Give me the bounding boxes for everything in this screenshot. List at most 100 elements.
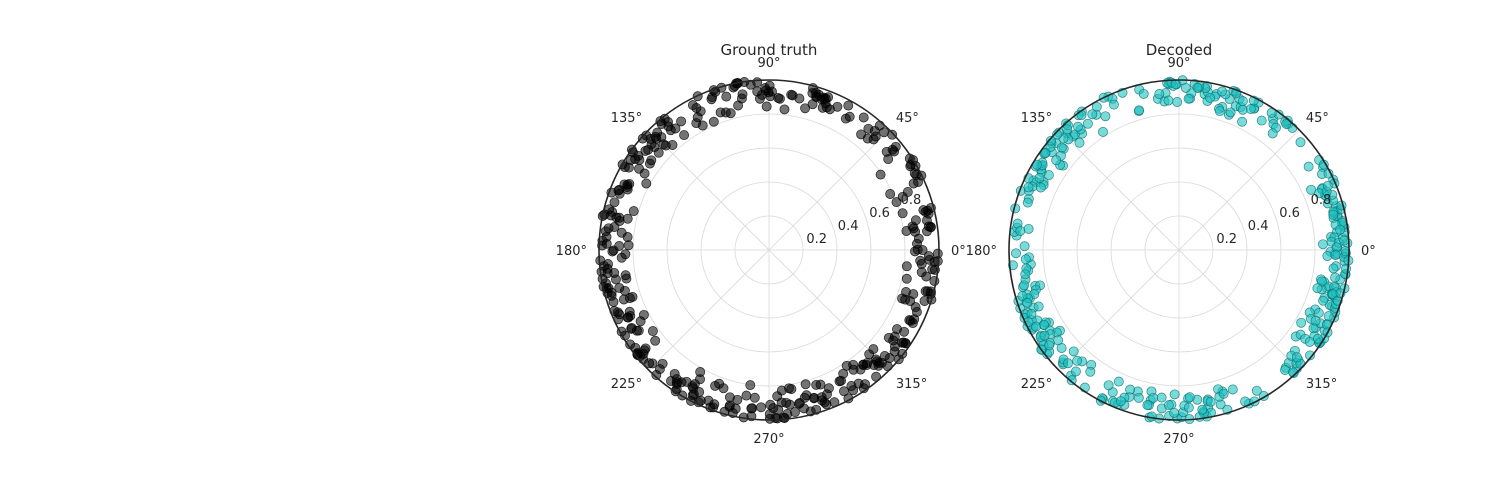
scatter-point — [1023, 182, 1034, 193]
scatter-point — [732, 394, 743, 405]
scatter-point — [1074, 137, 1085, 148]
scatter-point — [809, 393, 819, 404]
scatter-point — [624, 178, 635, 189]
scatter-point — [1310, 315, 1321, 326]
scatter-point — [1040, 148, 1051, 159]
angle-tick-label: 135° — [1021, 111, 1052, 126]
scatter-point — [697, 120, 708, 131]
scatter-point — [1082, 118, 1093, 129]
scatter-point — [1108, 99, 1119, 110]
scatter-point — [633, 325, 644, 336]
polar-grid — [1009, 80, 1349, 420]
scatter-point — [620, 270, 631, 281]
scatter-point — [1068, 346, 1079, 357]
scatter-point — [901, 273, 912, 284]
scatter-point — [1172, 97, 1183, 107]
scatter-point — [1051, 155, 1062, 166]
scatter-point — [860, 379, 870, 390]
scatter-point — [1296, 317, 1307, 328]
scatter-point — [663, 116, 673, 127]
scatter-point — [911, 307, 922, 317]
scatter-point — [1227, 384, 1238, 395]
polar-frame — [1008, 79, 1350, 421]
angle-tick-label: 45° — [896, 111, 919, 126]
scatter-point — [666, 376, 676, 386]
radius-tick-label: 0.6 — [869, 206, 890, 221]
scatter-point — [1205, 92, 1216, 103]
scatter-point — [639, 168, 650, 179]
scatter-point — [1317, 276, 1327, 287]
scatter-point — [1063, 358, 1073, 369]
scatter-point — [754, 93, 765, 104]
scatter-point — [786, 384, 797, 394]
scatter-point — [1205, 396, 1216, 407]
scatter-point — [1305, 350, 1315, 361]
scatter-point — [1237, 116, 1248, 127]
scatter-point — [1183, 93, 1194, 104]
scatter-point — [786, 89, 797, 100]
scatter-point — [709, 399, 720, 410]
radius-tick-label: 0.8 — [901, 193, 922, 208]
scatter-point — [1100, 111, 1111, 122]
scatter-point — [885, 189, 896, 199]
angle-tick-label: 135° — [611, 111, 642, 126]
scatter-point — [863, 123, 874, 134]
grid-spoke — [768, 129, 890, 251]
scatter-point — [720, 107, 731, 118]
scatter-point — [1015, 225, 1026, 236]
angle-tick-label: 315° — [1306, 377, 1337, 392]
scatter-point — [776, 385, 787, 396]
scatter-point — [779, 104, 790, 115]
scatter-point — [733, 100, 744, 111]
scatter-point — [1322, 251, 1333, 261]
scatter-point — [843, 100, 854, 111]
scatter-point — [637, 133, 648, 144]
radius-tick-label: 0.4 — [838, 219, 859, 234]
scatter-point — [1312, 333, 1323, 344]
scatter-point — [1019, 280, 1030, 291]
scatter-point — [1076, 110, 1087, 121]
scatter-point — [1044, 340, 1055, 351]
scatter-point — [1072, 355, 1083, 366]
angle-tick-label: 315° — [896, 377, 927, 392]
scatter-point — [811, 379, 822, 390]
scatter-point — [752, 77, 763, 88]
scatter-point — [745, 380, 756, 391]
scatter-point — [1087, 109, 1098, 120]
scatter-point — [681, 376, 692, 387]
scatter-point — [1251, 385, 1262, 396]
grid-spoke — [1178, 129, 1300, 251]
scatter-point — [1163, 95, 1174, 106]
scatter-point — [1039, 330, 1050, 341]
scatter-point — [1280, 365, 1290, 375]
scatter-point — [643, 144, 654, 155]
scatter-point — [884, 353, 895, 364]
scatter-point — [1197, 404, 1208, 415]
scatter-point — [883, 332, 894, 343]
angle-tick-label: 90° — [1167, 56, 1190, 71]
scatter-point — [761, 101, 772, 112]
scatter-point — [1125, 384, 1136, 395]
scatter-point — [899, 326, 910, 337]
scatter-point — [917, 245, 928, 256]
scatter-point — [848, 359, 859, 370]
scatter-point — [1017, 291, 1028, 301]
scatter-point — [1330, 250, 1341, 260]
scatter-point — [652, 127, 663, 138]
grid-spoke — [1058, 249, 1180, 371]
scatter-point — [718, 383, 729, 394]
polar-grid — [599, 80, 939, 420]
scatter-point — [658, 139, 669, 150]
scatter-point — [1341, 263, 1351, 274]
scatter-point — [647, 326, 658, 337]
scatter-point — [913, 233, 924, 244]
grid-spoke — [648, 129, 770, 251]
scatter-point — [679, 130, 690, 141]
scatter-point — [1330, 272, 1341, 283]
scatter-point — [1023, 223, 1034, 234]
scatter-point — [1148, 392, 1159, 403]
scatter-point — [1192, 82, 1203, 93]
scatter-point — [1134, 105, 1145, 116]
scatter-point — [800, 103, 811, 114]
